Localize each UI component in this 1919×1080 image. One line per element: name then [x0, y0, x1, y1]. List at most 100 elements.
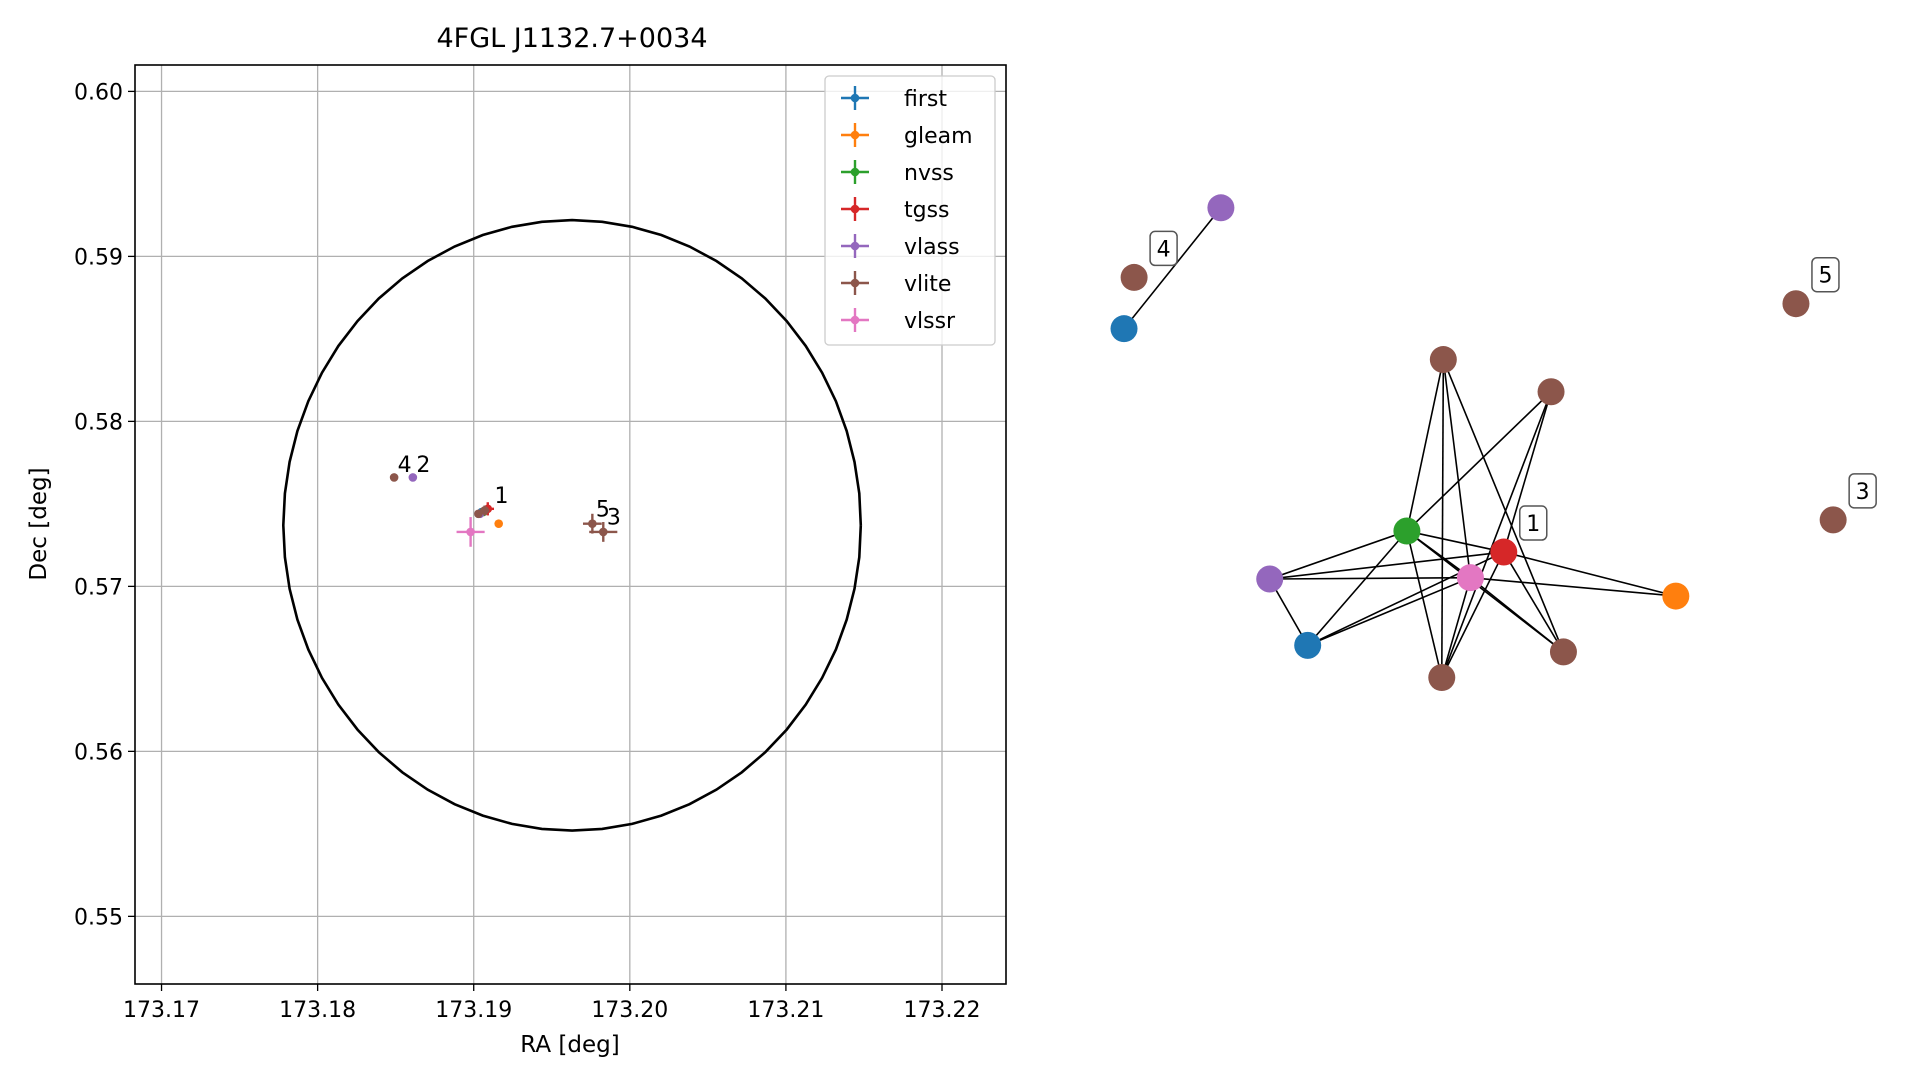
network-node-label: 3 — [1848, 473, 1877, 509]
network-edge — [1406, 530, 1504, 553]
y-tick-label: 0.58 — [74, 410, 123, 435]
network-edge — [1440, 359, 1445, 678]
legend-swatch-dot — [850, 130, 860, 140]
network-edge — [1269, 530, 1408, 580]
data-point-gleam — [494, 519, 503, 528]
x-tick-label: 173.20 — [591, 998, 668, 1023]
data-point-vlite — [589, 522, 618, 542]
legend-item-first: first — [841, 86, 947, 112]
network-node-vlite_4 — [1120, 263, 1148, 291]
y-tick-label: 0.57 — [74, 575, 123, 600]
network-edge — [1123, 207, 1222, 330]
data-point-vlssr — [456, 517, 485, 547]
localization-circle — [281, 218, 863, 832]
network-label-box — [1848, 473, 1877, 509]
network-node-vlite_d — [1549, 638, 1577, 666]
legend-swatch-dot — [850, 204, 860, 214]
legend-item-tgss: tgss — [841, 197, 950, 223]
localization-circle-path — [281, 218, 863, 832]
network-edge — [1441, 577, 1472, 678]
point-annotation: 5 — [596, 497, 610, 522]
legend-label: tgss — [904, 198, 950, 223]
legend-item-vlass: vlass — [841, 234, 960, 260]
legend-item-vlite: vlite — [841, 271, 951, 297]
y-tick-label: 0.56 — [74, 740, 123, 765]
data-point-vlite — [389, 473, 399, 482]
legend-swatch-dot — [850, 93, 860, 103]
x-axis-ticks: 173.17 173.18 173.19 173.20 173.21 173.22 — [123, 984, 980, 1023]
network-edge — [1503, 391, 1552, 553]
plot-frame — [134, 64, 1007, 985]
network-edge — [1469, 577, 1564, 653]
network-node-first_a — [1110, 315, 1138, 343]
network-edge — [1269, 576, 1471, 580]
y-axis-ticks: 0.55 0.56 0.57 0.58 0.59 0.60 — [74, 80, 135, 930]
legend-label: vlssr — [904, 309, 956, 334]
legend-item-vlssr: vlssr — [841, 308, 956, 334]
network-node-vlite_5 — [1782, 290, 1810, 318]
network-edge — [1470, 576, 1676, 597]
network-edge — [1442, 359, 1565, 653]
legend-item-nvss: nvss — [841, 160, 954, 186]
legend-box — [824, 75, 996, 346]
network-edge — [1441, 391, 1552, 678]
point-annotation: 1 — [494, 484, 508, 509]
network-labels: 4 5 3 1 — [1149, 230, 1877, 541]
data-point-vlite — [474, 509, 483, 519]
network-label-text: 3 — [1856, 480, 1870, 505]
data-marker — [494, 519, 503, 528]
network-node-vlass_b — [1256, 565, 1284, 593]
network-node-vlite_3 — [1819, 506, 1847, 534]
legend-label: gleam — [904, 124, 973, 149]
network-node-label: 1 — [1519, 505, 1548, 541]
data-point-vlite — [582, 513, 602, 534]
network-node-tgss — [1490, 538, 1518, 566]
association-network: 4 5 3 1 — [1110, 194, 1877, 692]
source-points — [389, 473, 618, 547]
network-nodes — [1110, 194, 1847, 692]
data-marker — [466, 527, 475, 537]
x-tick-label: 173.17 — [123, 998, 200, 1023]
network-node-label: 4 — [1149, 230, 1178, 267]
network-edges — [1123, 207, 1677, 678]
x-tick-label: 173.18 — [279, 998, 356, 1023]
data-marker — [389, 473, 399, 482]
network-edge — [1441, 551, 1505, 678]
network-edge — [1307, 530, 1408, 646]
point-annotation: 4 — [398, 453, 412, 478]
legend-swatch-dot — [850, 241, 860, 251]
network-node-vlite_b — [1429, 346, 1457, 374]
data-marker — [474, 509, 483, 519]
network-label-text: 4 — [1157, 237, 1171, 262]
network-edge — [1406, 359, 1445, 532]
y-tick-label: 0.60 — [74, 80, 123, 105]
legend: first gleam nvss tgss vlass vlite vlssr — [824, 75, 996, 346]
network-node-first_b — [1294, 631, 1322, 659]
network-node-vlssr — [1456, 564, 1484, 592]
chart-title: 4FGL J1132.7+0034 — [436, 23, 707, 54]
network-node-vlite_e — [1428, 664, 1456, 692]
network-edge — [1503, 551, 1677, 597]
network-label-box — [1149, 230, 1178, 267]
network-label-text: 5 — [1818, 264, 1832, 289]
legend-item-gleam: gleam — [841, 123, 973, 149]
network-label-box — [1811, 256, 1840, 293]
y-tick-label: 0.55 — [74, 905, 123, 930]
y-tick-label: 0.59 — [74, 245, 123, 270]
source-annotations: 1 2 3 4 5 — [398, 453, 621, 531]
legend-label: vlass — [904, 235, 960, 260]
x-tick-label: 173.19 — [435, 998, 512, 1023]
legend-swatch-dot — [850, 315, 860, 325]
point-annotation: 3 — [607, 506, 621, 531]
network-edge — [1406, 391, 1552, 532]
data-point-vlass — [408, 473, 418, 482]
network-node-nvss — [1393, 517, 1421, 545]
legend-label: nvss — [904, 161, 954, 186]
x-tick-label: 173.21 — [747, 998, 824, 1023]
network-edge — [1503, 551, 1565, 653]
data-marker — [598, 527, 608, 537]
network-node-label: 5 — [1811, 256, 1840, 293]
network-label-box — [1519, 505, 1548, 541]
y-axis-label: Dec [deg] — [26, 467, 52, 580]
